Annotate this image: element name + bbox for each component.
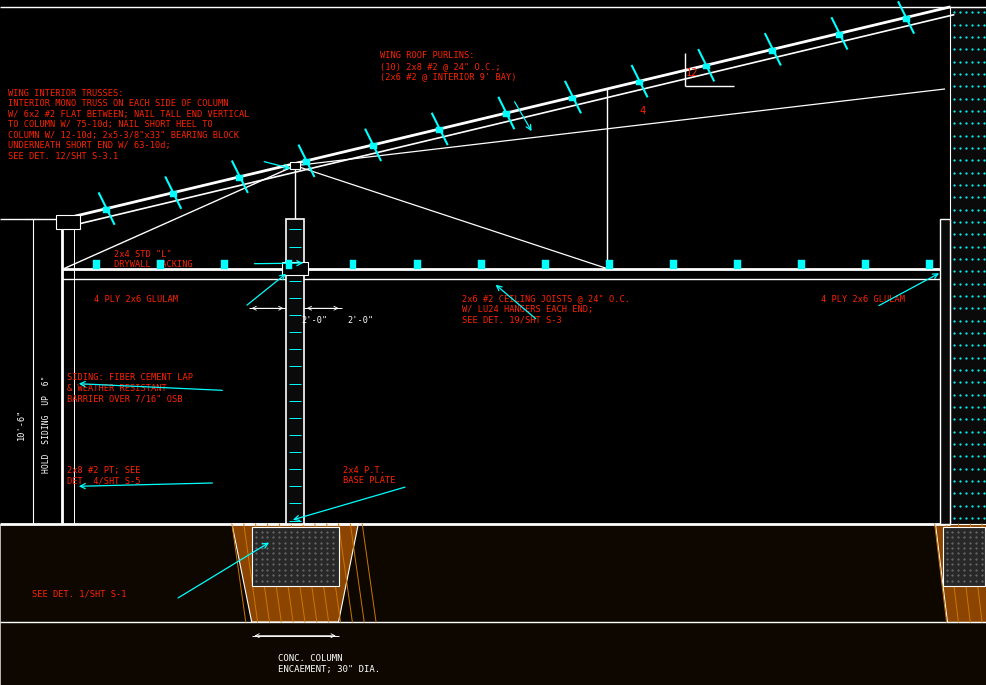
Bar [862,260,869,269]
Bar [605,260,612,269]
Bar [303,159,310,165]
Bar [835,32,842,38]
Bar [290,162,300,169]
Bar [541,260,548,269]
Bar [369,143,376,149]
Bar [768,48,775,53]
Text: 2'-0": 2'-0" [347,316,374,325]
Text: 4 PLY 2x6 GLULAM: 4 PLY 2x6 GLULAM [820,295,904,303]
Bar [56,215,80,229]
Text: 4 PLY 2x6 GLULAM: 4 PLY 2x6 GLULAM [94,295,177,303]
Text: WING INTERIOR TRUSSES:
INTERIOR MONO TRUSS ON EACH SIDE OF COLUMN
W/ 6x2 #2 FLAT: WING INTERIOR TRUSSES: INTERIOR MONO TRU… [8,89,249,160]
Bar [349,260,356,269]
Bar [569,95,576,101]
Bar [285,260,292,269]
Bar [635,79,642,86]
Bar [0,524,986,685]
Bar [939,219,950,524]
Text: CONC. COLUMN
ENCAEMENT; 30" DIA.: CONC. COLUMN ENCAEMENT; 30" DIA. [278,654,380,673]
Bar [942,527,984,586]
Bar [251,527,338,586]
Bar [170,191,176,197]
Bar [157,260,164,269]
Text: 2x6 #2 CEILING JOISTS @ 24" O.C.
W/ LU24 HANGERS EACH END;
SEE DET. 19/SHT S-3: 2x6 #2 CEILING JOISTS @ 24" O.C. W/ LU24… [461,295,629,325]
Bar [103,207,109,213]
Bar [925,260,932,269]
Text: 10'-6": 10'-6" [17,409,27,440]
Bar [286,219,304,524]
Bar [734,260,740,269]
Polygon shape [232,524,358,622]
Bar [798,260,805,269]
Bar [901,16,908,22]
Bar [436,127,443,133]
Text: SEE DET. 1/SHT S-1: SEE DET. 1/SHT S-1 [32,589,126,598]
Bar [221,260,228,269]
Text: 12: 12 [685,68,698,79]
Text: WING ROOF PURLINS:
(10) 2x8 #2 @ 24" O.C.;
(2x6 #2 @ INTERIOR 9' BAY): WING ROOF PURLINS: (10) 2x8 #2 @ 24" O.C… [380,51,516,82]
Text: SIDING: FIBER CEMENT LAP
& WEATHER RESISTANT
BARRIER OVER 7/16" OSB: SIDING: FIBER CEMENT LAP & WEATHER RESIS… [67,373,193,403]
Text: 2x4 STD "L"
DRYWALL BACKING: 2x4 STD "L" DRYWALL BACKING [113,250,192,269]
Bar [236,175,243,181]
Text: 2x4 P.T.
BASE PLATE: 2x4 P.T. BASE PLATE [343,466,395,485]
Bar [702,64,709,69]
Bar [502,112,509,117]
Bar [669,260,676,269]
Polygon shape [934,524,986,622]
Bar [950,7,986,562]
Text: HOLD  SIDING  UP  6": HOLD SIDING UP 6" [41,376,51,473]
Text: 2'-0": 2'-0" [301,316,327,325]
Bar [282,262,308,275]
Bar [477,260,484,269]
Text: 4: 4 [639,106,645,116]
Text: 2x8 #2 PT; SEE
DET. 4/SHT S-5: 2x8 #2 PT; SEE DET. 4/SHT S-5 [67,466,140,485]
Bar [413,260,420,269]
Bar [93,260,101,269]
